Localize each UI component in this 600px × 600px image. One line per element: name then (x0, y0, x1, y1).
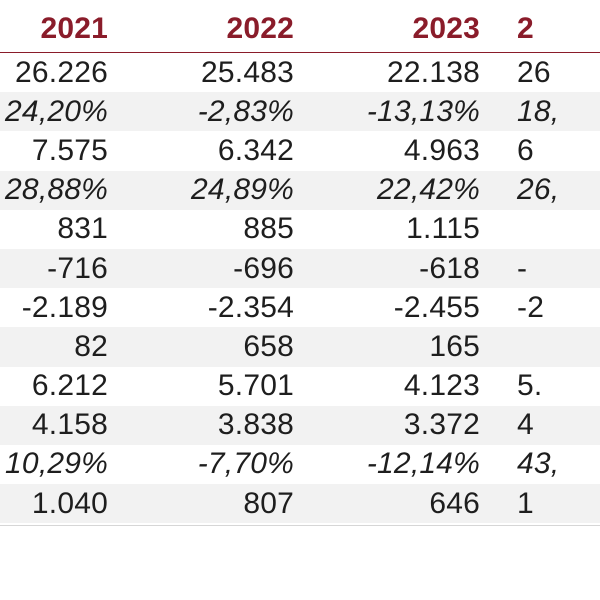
table-cell: 28,88% (5, 173, 108, 207)
year-header: 2023 (412, 12, 480, 45)
table-row: 28,88% 24,89% 22,42% 26, (0, 170, 600, 210)
table-row: 1.040 807 646 1 (0, 484, 600, 524)
table-bottom-divider (0, 525, 600, 526)
table-cell: 18, (517, 94, 560, 128)
table-cell: -7,70% (197, 447, 294, 481)
table-cell: -2 (517, 290, 545, 324)
table-cell: -13,13% (366, 94, 480, 128)
table-cell: 25.483 (201, 55, 294, 89)
table-cell: 831 (57, 212, 108, 246)
table-cell: 1.115 (406, 212, 480, 246)
year-header: 2 (517, 12, 534, 45)
table-row: 831 885 1.115 (0, 210, 600, 249)
table-row: 6.212 5.701 4.123 5. (0, 367, 600, 406)
table-cell: 4.963 (403, 133, 480, 167)
table-cell: 24,89% (191, 173, 294, 207)
table-cell: 4.158 (31, 408, 108, 442)
table-cell: - (517, 251, 528, 285)
table-cell: 22.138 (387, 55, 480, 89)
table-row: -2.189 -2.354 -2.455 -2 (0, 288, 600, 327)
table-cell: 43, (517, 447, 560, 481)
table-cell: 5. (517, 369, 543, 403)
table-cell: 6.212 (31, 369, 108, 403)
year-header: 2022 (226, 12, 294, 45)
table-cell: 5.701 (217, 369, 294, 403)
table-row: 4.158 3.838 3.372 4 (0, 405, 600, 445)
table-cell: 165 (429, 329, 480, 363)
table-cell: 1.040 (31, 486, 108, 520)
table-cell: -2.189 (21, 290, 108, 324)
year-header: 2021 (40, 12, 108, 45)
table-cell: -12,14% (366, 447, 480, 481)
table-cell: 646 (429, 486, 480, 520)
table-cell: 26, (517, 173, 560, 207)
table-cell: 6 (517, 133, 534, 167)
table-cell: 6.342 (217, 133, 294, 167)
table-row: 10,29% -7,70% -12,14% 43, (0, 445, 600, 484)
table-cell: 26.226 (15, 55, 108, 89)
table-cell: 3.838 (217, 408, 294, 442)
table-cell: 807 (243, 486, 294, 520)
table-cell: 82 (74, 329, 108, 363)
table-cell: 3.372 (403, 408, 480, 442)
table-cell: -2,83% (197, 94, 294, 128)
table-row: 26.226 25.483 22.138 26 (0, 53, 600, 92)
table-cell: 26 (517, 55, 551, 89)
table-cell: -2.455 (393, 290, 480, 324)
table-cell: -2.354 (207, 290, 294, 324)
table-cell: 1 (517, 486, 534, 520)
table-cell: -716 (47, 251, 108, 285)
table-cell: 10,29% (5, 447, 108, 481)
table-row: 82 658 165 (0, 327, 600, 367)
table-cell: 885 (243, 212, 294, 246)
table-cell: 7.575 (31, 133, 108, 167)
table-cell: 22,42% (377, 173, 480, 207)
table-cell: 4.123 (403, 369, 480, 403)
table-cell: 658 (243, 329, 294, 363)
table-cell: -618 (419, 251, 480, 285)
table-cell: -696 (233, 251, 294, 285)
table-row: -716 -696 -618 - (0, 248, 600, 289)
table-row: 24,20% -2,83% -13,13% 18, (0, 92, 600, 132)
table-row: 7.575 6.342 4.963 6 (0, 131, 600, 170)
table-header-row: 2021 2022 2023 2 (0, 0, 600, 53)
table-cell: 24,20% (5, 94, 108, 128)
table-cell: 4 (517, 408, 534, 442)
financial-table: 2021 2022 2023 2 26.226 25.483 22.138 26… (0, 0, 600, 524)
